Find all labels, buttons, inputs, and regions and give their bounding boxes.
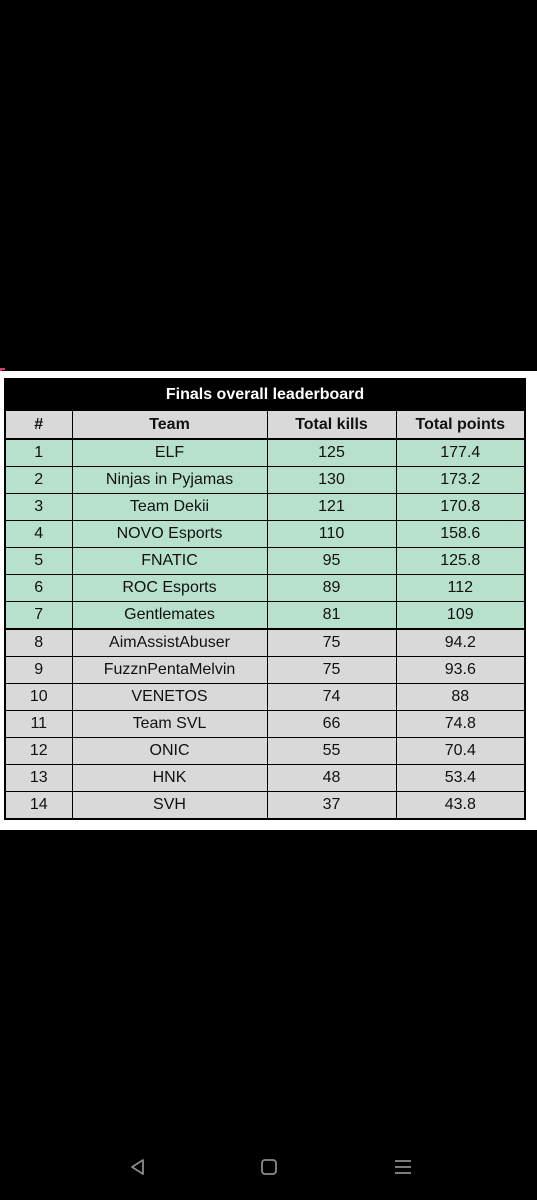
kills-cell: 75 xyxy=(266,628,397,657)
points-cell: 70.4 xyxy=(395,737,526,765)
points-cell: 74.8 xyxy=(395,710,526,738)
team-cell: ONIC xyxy=(71,737,268,765)
recent-apps-icon xyxy=(393,1157,413,1182)
points-cell: 158.6 xyxy=(395,520,526,548)
points-cell: 173.2 xyxy=(395,466,526,494)
team-cell: ELF xyxy=(71,438,268,467)
rank-cell: 10 xyxy=(4,683,73,711)
team-cell: AimAssistAbuser xyxy=(71,628,268,657)
team-cell: Ninjas in Pyjamas xyxy=(71,466,268,494)
team-cell: VENETOS xyxy=(71,683,268,711)
rank-cell: 6 xyxy=(4,574,73,602)
back-button[interactable] xyxy=(123,1154,153,1184)
table-row: 8 AimAssistAbuser 75 94.2 xyxy=(4,628,526,657)
kills-cell: 66 xyxy=(266,710,397,738)
rank-cell: 5 xyxy=(4,547,73,575)
points-cell: 53.4 xyxy=(395,764,526,792)
kills-cell: 121 xyxy=(266,493,397,521)
rank-cell: 13 xyxy=(4,764,73,792)
kills-cell: 74 xyxy=(266,683,397,711)
team-cell: FNATIC xyxy=(71,547,268,575)
team-cell: ROC Esports xyxy=(71,574,268,602)
kills-cell: 89 xyxy=(266,574,397,602)
rank-cell: 8 xyxy=(4,628,73,657)
rank-cell: 3 xyxy=(4,493,73,521)
table-row: 14 SVH 37 43.8 xyxy=(4,791,526,820)
header-row: # Team Total kills Total points xyxy=(4,410,526,440)
team-cell: Team Dekii xyxy=(71,493,268,521)
table-row: 4 NOVO Esports 110 158.6 xyxy=(4,520,526,548)
table-row: 7 Gentlemates 81 109 xyxy=(4,601,526,630)
points-cell: 94.2 xyxy=(395,628,526,657)
column-header-team: Team xyxy=(71,410,268,440)
kills-cell: 48 xyxy=(266,764,397,792)
rank-cell: 12 xyxy=(4,737,73,765)
table-row: 1 ELF 125 177.4 xyxy=(4,438,526,467)
points-cell: 88 xyxy=(395,683,526,711)
column-header-rank: # xyxy=(4,410,73,440)
recent-apps-button[interactable] xyxy=(388,1154,418,1184)
team-cell: HNK xyxy=(71,764,268,792)
points-cell: 125.8 xyxy=(395,547,526,575)
kills-cell: 130 xyxy=(266,466,397,494)
table-row: 10 VENETOS 74 88 xyxy=(4,683,526,711)
system-navigation-bar xyxy=(0,1140,537,1200)
kills-cell: 81 xyxy=(266,601,397,630)
leaderboard-image: Finals overall leaderboard # Team Total … xyxy=(0,371,537,830)
kills-cell: 37 xyxy=(266,791,397,820)
team-cell: Team SVL xyxy=(71,710,268,738)
kills-cell: 95 xyxy=(266,547,397,575)
rank-cell: 1 xyxy=(4,438,73,467)
team-cell: FuzznPentaMelvin xyxy=(71,656,268,684)
points-cell: 170.8 xyxy=(395,493,526,521)
home-button[interactable] xyxy=(254,1154,284,1184)
team-cell: SVH xyxy=(71,791,268,820)
table-row: 11 Team SVL 66 74.8 xyxy=(4,710,526,738)
table-row: 9 FuzznPentaMelvin 75 93.6 xyxy=(4,656,526,684)
rank-cell: 2 xyxy=(4,466,73,494)
rank-cell: 11 xyxy=(4,710,73,738)
points-cell: 43.8 xyxy=(395,791,526,820)
rank-cell: 9 xyxy=(4,656,73,684)
column-header-kills: Total kills xyxy=(266,410,397,440)
points-cell: 112 xyxy=(395,574,526,602)
kills-cell: 75 xyxy=(266,656,397,684)
rank-cell: 4 xyxy=(4,520,73,548)
points-cell: 177.4 xyxy=(395,438,526,467)
team-cell: NOVO Esports xyxy=(71,520,268,548)
rank-cell: 7 xyxy=(4,601,73,630)
table-row: 12 ONIC 55 70.4 xyxy=(4,737,526,765)
home-square-icon xyxy=(259,1157,279,1182)
points-cell: 109 xyxy=(395,601,526,630)
leaderboard-table: Finals overall leaderboard # Team Total … xyxy=(4,378,527,820)
points-cell: 93.6 xyxy=(395,656,526,684)
kills-cell: 55 xyxy=(266,737,397,765)
table-row: 13 HNK 48 53.4 xyxy=(4,764,526,792)
title-row: Finals overall leaderboard xyxy=(4,378,526,411)
table-row: 6 ROC Esports 89 112 xyxy=(4,574,526,602)
kills-cell: 125 xyxy=(266,438,397,467)
rank-cell: 14 xyxy=(4,791,73,820)
team-cell: Gentlemates xyxy=(71,601,268,630)
leaderboard-title: Finals overall leaderboard xyxy=(4,378,526,411)
kills-cell: 110 xyxy=(266,520,397,548)
column-header-points: Total points xyxy=(395,410,526,440)
table-row: 3 Team Dekii 121 170.8 xyxy=(4,493,526,521)
back-triangle-icon xyxy=(128,1157,148,1182)
table-row: 2 Ninjas in Pyjamas 130 173.2 xyxy=(4,466,526,494)
table-row: 5 FNATIC 95 125.8 xyxy=(4,547,526,575)
